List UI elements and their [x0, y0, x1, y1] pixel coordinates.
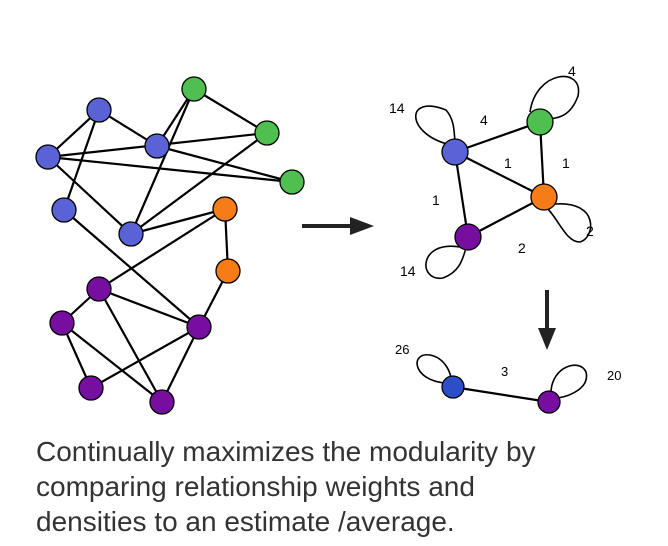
node-purple	[537, 390, 561, 414]
self-loop	[425, 245, 467, 279]
edge	[47, 155, 293, 184]
node-purple	[78, 375, 104, 401]
weight-label: 4	[480, 112, 488, 128]
node-orange	[212, 196, 238, 222]
node-purple	[454, 223, 482, 251]
original-graph-nodes	[35, 76, 305, 415]
edge	[90, 326, 200, 389]
edge	[454, 120, 541, 154]
weight-label: 2	[518, 240, 526, 256]
edge	[453, 151, 470, 238]
pass-two-nodes	[441, 108, 558, 251]
arrow-down-icon	[538, 290, 556, 350]
edge	[98, 288, 163, 403]
weight-label: 14	[389, 100, 405, 116]
node-blue	[86, 97, 112, 123]
caption-line: Continually maximizes the modularity by	[36, 436, 536, 467]
node-orange	[215, 258, 241, 284]
edge	[161, 326, 200, 403]
edge	[98, 208, 226, 290]
weight-label: 26	[395, 342, 409, 357]
edge	[47, 156, 132, 235]
edge	[129, 88, 196, 235]
self-loop	[416, 354, 452, 384]
node-blue	[144, 133, 170, 159]
node-orange	[530, 183, 558, 211]
self-loop	[414, 105, 456, 145]
node-green	[254, 120, 280, 146]
node-green	[279, 169, 305, 195]
weight-label: 14	[400, 263, 416, 279]
node-blue	[441, 138, 469, 166]
weight-label: 20	[607, 368, 621, 383]
edge	[467, 196, 545, 238]
self-loop	[550, 364, 588, 399]
pass-three-graph: 26 3 20	[395, 342, 621, 414]
edge	[130, 132, 268, 235]
self-loop	[546, 203, 592, 243]
node-blue	[51, 197, 77, 223]
arrow-right-icon	[302, 217, 374, 235]
node-purple	[186, 314, 212, 340]
pass-two-loops	[414, 75, 592, 279]
weight-label: 1	[504, 155, 512, 171]
edge	[61, 322, 163, 403]
node-purple	[86, 276, 112, 302]
edge	[193, 88, 268, 134]
pass-two-weight-labels: 14 4 4 1 1 1 2 2 14	[389, 63, 594, 279]
edge	[452, 385, 550, 404]
weight-label: 4	[568, 63, 576, 79]
weight-label: 1	[432, 192, 440, 208]
node-blue	[118, 221, 144, 247]
weight-label: 2	[586, 223, 594, 239]
edge	[98, 287, 200, 329]
caption-line: comparing relationship weights and	[36, 471, 475, 502]
node-green	[181, 76, 207, 102]
pass-three-weight-labels: 26 3 20	[395, 342, 621, 383]
node-blue	[35, 144, 61, 170]
pass-two-graph: 14 4 4 1 1 1 2 2 14	[389, 63, 594, 279]
edge	[130, 207, 226, 236]
weight-label: 1	[562, 155, 570, 171]
community-detection-diagram: 14 4 4 1 1 1 2 2 14	[35, 63, 621, 415]
weight-label: 3	[501, 364, 508, 379]
edge	[454, 151, 545, 198]
caption: Continually maximizes the modularity by …	[36, 434, 656, 539]
pass-two-edges	[453, 120, 546, 238]
node-dark-blue	[441, 375, 465, 399]
node-purple	[49, 310, 75, 336]
original-graph	[35, 76, 305, 415]
pass-three-loops	[416, 354, 588, 399]
caption-line: densities to an estimate /average.	[36, 506, 455, 537]
self-loop	[529, 75, 580, 120]
node-green	[526, 108, 554, 136]
node-purple	[149, 389, 175, 415]
